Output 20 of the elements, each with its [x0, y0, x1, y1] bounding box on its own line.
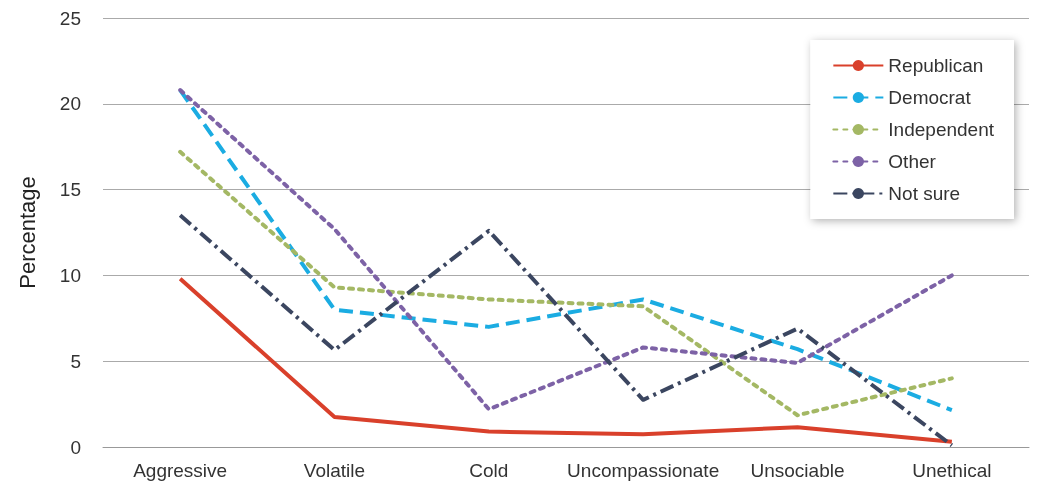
line-series: [178, 276, 954, 444]
x-tick-label: Aggressive: [133, 460, 228, 481]
x-tick-label: Unsociable: [750, 460, 845, 481]
legend-label: Democrat: [888, 87, 972, 108]
x-tick-label: Cold: [469, 460, 509, 481]
legend-label: Republican: [888, 55, 984, 76]
y-axis-title: Percentage: [14, 176, 40, 289]
legend-label: Not sure: [888, 183, 961, 204]
legend-label: Other: [888, 151, 937, 172]
y-tick-label: 25: [59, 7, 81, 29]
x-tick-label: Unethical: [912, 460, 992, 481]
x-tick-label: Volatile: [303, 460, 366, 481]
y-tick-label: 10: [59, 264, 81, 286]
legend-label: Independent: [888, 119, 995, 140]
y-tick-label: 5: [70, 350, 81, 372]
line-series: [178, 213, 954, 448]
x-tick-label: Uncompassionate: [567, 460, 720, 481]
y-tick-label: 0: [70, 436, 81, 458]
y-tick-label: 20: [59, 93, 81, 115]
y-tick-label: 15: [59, 179, 81, 201]
